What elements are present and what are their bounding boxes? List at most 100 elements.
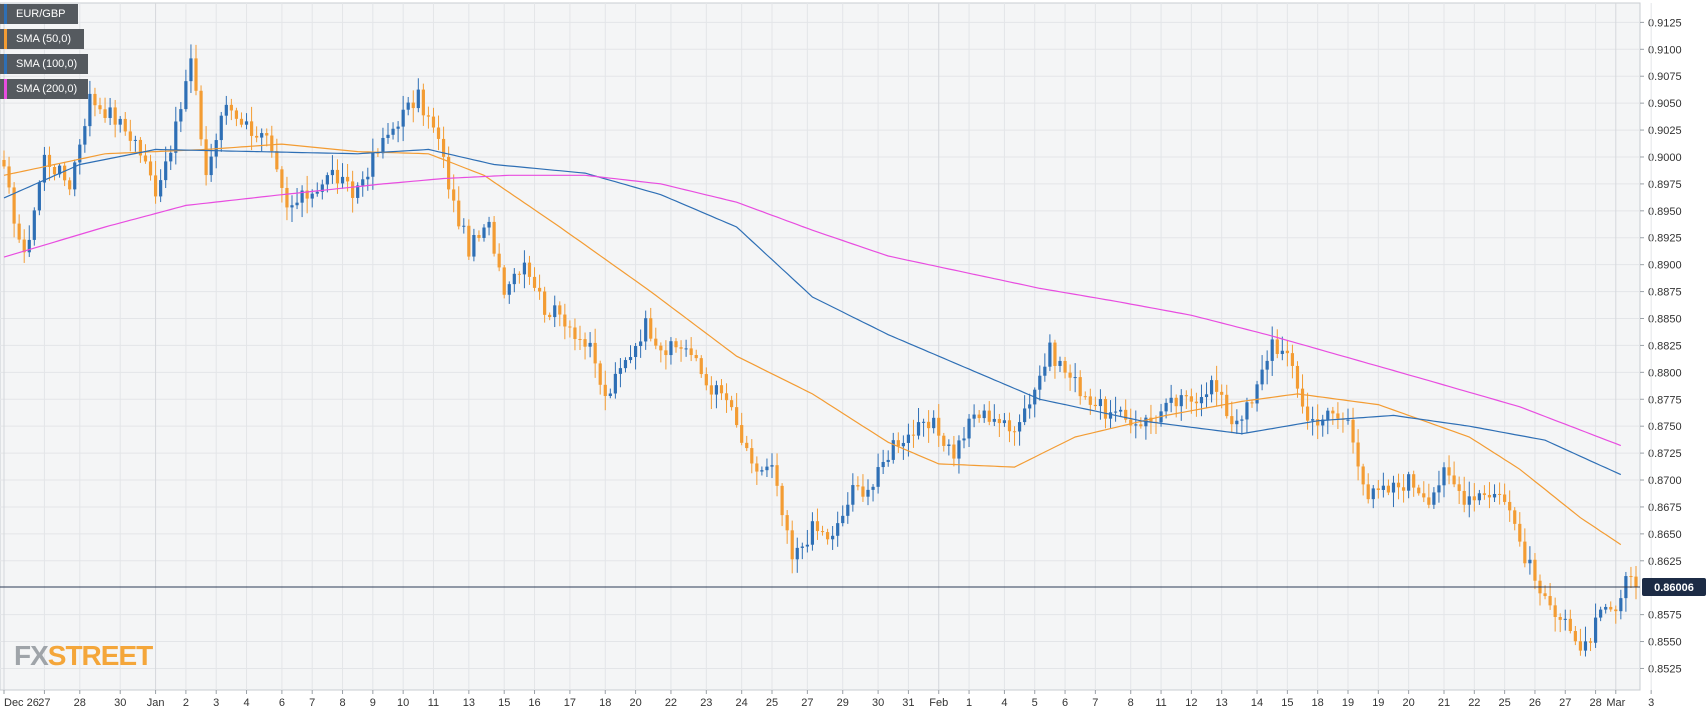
candle-body bbox=[83, 126, 87, 145]
candle-body bbox=[820, 531, 825, 533]
candle-body bbox=[1477, 493, 1481, 501]
candle-body bbox=[1169, 397, 1173, 403]
candle-body bbox=[563, 314, 567, 327]
candle-body bbox=[457, 200, 461, 227]
candle-body bbox=[689, 348, 693, 356]
candle-body bbox=[1184, 395, 1188, 397]
candle-body bbox=[1215, 380, 1219, 392]
candle-body bbox=[639, 341, 643, 347]
candle-body bbox=[1300, 388, 1305, 407]
candle-body bbox=[1316, 419, 1320, 426]
legend-swatch bbox=[4, 4, 7, 24]
candle-body bbox=[1007, 420, 1012, 432]
candle-body bbox=[1599, 609, 1603, 618]
candle-body bbox=[143, 155, 148, 162]
last-price-label: 0.86006 bbox=[1654, 582, 1694, 594]
candle-body bbox=[780, 485, 784, 516]
candle-body bbox=[249, 121, 254, 136]
x-tick-label: 7 bbox=[309, 697, 315, 709]
y-tick-label: 0.8700 bbox=[1648, 475, 1682, 487]
candle-body bbox=[836, 523, 840, 536]
candle-body bbox=[613, 373, 617, 394]
candle-body bbox=[1199, 397, 1204, 404]
legend-item-sma-200[interactable]: SMA (200,0) bbox=[0, 79, 88, 99]
candle-body bbox=[1275, 339, 1279, 354]
candle-body bbox=[669, 341, 673, 356]
x-tick-label: 25 bbox=[1499, 697, 1511, 709]
candle-body bbox=[704, 374, 708, 386]
candle-body bbox=[805, 544, 809, 547]
candle-body bbox=[103, 109, 107, 118]
y-tick-label: 0.8575 bbox=[1648, 610, 1682, 622]
candle-body bbox=[1189, 396, 1193, 402]
legend-item-sma-100[interactable]: SMA (100,0) bbox=[0, 54, 88, 74]
x-tick-label: 5 bbox=[1032, 697, 1038, 709]
candle-body bbox=[1634, 576, 1638, 588]
candle-body bbox=[916, 422, 921, 436]
legend-item-sma-50[interactable]: SMA (50,0) bbox=[0, 29, 84, 49]
y-tick-label: 0.8800 bbox=[1648, 367, 1682, 379]
candle-body bbox=[1366, 484, 1370, 500]
plot-area bbox=[0, 2, 1641, 691]
y-tick-label: 0.8625 bbox=[1648, 556, 1682, 568]
candle-body bbox=[891, 440, 895, 460]
candle-body bbox=[548, 314, 552, 318]
candle-body bbox=[441, 138, 446, 157]
candle-body bbox=[229, 104, 233, 111]
candle-body bbox=[851, 485, 855, 505]
candle-body bbox=[800, 546, 804, 548]
x-tick-label: 15 bbox=[1281, 697, 1293, 709]
fxstreet-logo: FXSTREET bbox=[14, 640, 153, 672]
candle-body bbox=[942, 435, 946, 446]
candle-body bbox=[244, 121, 249, 125]
candle-body bbox=[1467, 496, 1471, 505]
candle-body bbox=[603, 384, 607, 397]
candle-body bbox=[618, 368, 623, 374]
y-tick-label: 0.8525 bbox=[1648, 663, 1682, 675]
x-tick-label: 17 bbox=[564, 697, 576, 709]
y-tick-label: 0.8850 bbox=[1648, 314, 1682, 326]
candle-body bbox=[1174, 397, 1178, 407]
candle-body bbox=[487, 221, 491, 228]
candle-body bbox=[982, 410, 986, 419]
candle-body bbox=[911, 434, 916, 436]
candle-body bbox=[1609, 606, 1613, 610]
candle-body bbox=[108, 107, 112, 118]
legend: EUR/GBP SMA (50,0) SMA (100,0) SMA (200,… bbox=[0, 4, 88, 104]
candle-body bbox=[356, 185, 360, 198]
legend-item-eurgbp[interactable]: EUR/GBP bbox=[0, 4, 78, 24]
candle-body bbox=[285, 187, 289, 208]
candle-body bbox=[1240, 419, 1244, 421]
candle-body bbox=[1346, 419, 1350, 421]
candle-body bbox=[1336, 413, 1340, 419]
x-tick-label: 29 bbox=[837, 697, 849, 709]
candle-body bbox=[123, 118, 127, 132]
candle-body bbox=[401, 109, 405, 127]
x-tick-label: 26 bbox=[1529, 697, 1541, 709]
candle-body bbox=[1513, 510, 1517, 524]
y-tick-label: 0.8925 bbox=[1648, 233, 1682, 245]
x-tick-label: 28 bbox=[74, 697, 86, 709]
candle-body bbox=[335, 169, 340, 184]
candle-body bbox=[558, 305, 562, 315]
candle-body bbox=[133, 139, 137, 141]
candle-body bbox=[472, 235, 476, 257]
candle-body bbox=[593, 342, 597, 364]
candle-body bbox=[664, 350, 668, 356]
candle-body bbox=[831, 535, 835, 540]
candle-body bbox=[1103, 399, 1108, 419]
candle-body bbox=[1604, 606, 1608, 610]
candle-body bbox=[628, 357, 633, 361]
candle-body bbox=[841, 515, 845, 524]
candle-body bbox=[497, 253, 501, 268]
candle-body bbox=[27, 239, 31, 253]
candle-body bbox=[219, 115, 223, 141]
candle-body bbox=[194, 58, 198, 91]
candle-body bbox=[159, 180, 163, 197]
candle-body bbox=[57, 165, 62, 175]
candle-body bbox=[1472, 496, 1476, 501]
candle-body bbox=[815, 521, 820, 532]
candle-body bbox=[1058, 360, 1062, 366]
candle-body bbox=[578, 339, 582, 341]
candle-body bbox=[386, 134, 390, 138]
